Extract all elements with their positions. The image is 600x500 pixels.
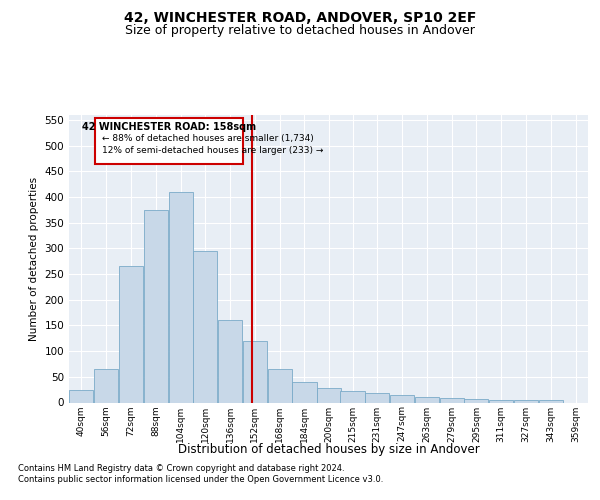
Text: 42, WINCHESTER ROAD, ANDOVER, SP10 2EF: 42, WINCHESTER ROAD, ANDOVER, SP10 2EF	[124, 11, 476, 25]
Bar	[514, 400, 538, 402]
Bar	[243, 341, 267, 402]
Bar	[340, 391, 365, 402]
Bar	[70, 390, 94, 402]
Text: 42 WINCHESTER ROAD: 158sqm: 42 WINCHESTER ROAD: 158sqm	[82, 122, 256, 132]
Bar	[94, 369, 118, 402]
Bar	[193, 251, 217, 402]
Bar	[268, 369, 292, 402]
Text: ← 88% of detached houses are smaller (1,734): ← 88% of detached houses are smaller (1,…	[101, 134, 313, 143]
Text: Contains HM Land Registry data © Crown copyright and database right 2024.: Contains HM Land Registry data © Crown c…	[18, 464, 344, 473]
Bar	[144, 210, 168, 402]
Bar	[317, 388, 341, 402]
Bar	[390, 396, 414, 402]
Y-axis label: Number of detached properties: Number of detached properties	[29, 176, 39, 341]
Bar	[169, 192, 193, 402]
Bar	[489, 400, 513, 402]
FancyBboxPatch shape	[95, 118, 242, 164]
Bar	[218, 320, 242, 402]
Text: Distribution of detached houses by size in Andover: Distribution of detached houses by size …	[178, 442, 479, 456]
Bar	[365, 394, 389, 402]
Text: Size of property relative to detached houses in Andover: Size of property relative to detached ho…	[125, 24, 475, 37]
Bar	[119, 266, 143, 402]
Bar	[440, 398, 464, 402]
Text: Contains public sector information licensed under the Open Government Licence v3: Contains public sector information licen…	[18, 475, 383, 484]
Bar	[292, 382, 317, 402]
Bar	[539, 400, 563, 402]
Text: 12% of semi-detached houses are larger (233) →: 12% of semi-detached houses are larger (…	[101, 146, 323, 155]
Bar	[415, 398, 439, 402]
Bar	[464, 400, 488, 402]
